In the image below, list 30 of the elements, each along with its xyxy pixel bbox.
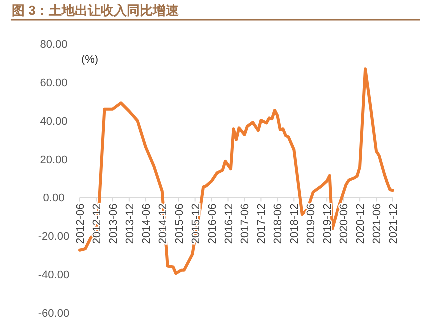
x-tick-label: 2016-06: [206, 204, 219, 244]
x-tick-label: 2021-12: [388, 204, 400, 244]
y-axis-title: (%): [81, 54, 99, 66]
y-tick-label: -40.00: [38, 270, 70, 282]
x-tick-label: 2014-12: [157, 204, 170, 244]
x-tick-label: 2020-06: [338, 204, 351, 244]
x-tick-label: 2017-06: [240, 204, 252, 244]
y-tick-label: 40.00: [40, 116, 68, 128]
y-tick-label: 80.00: [40, 39, 68, 51]
x-tick-label: 2013-06: [108, 204, 120, 244]
x-tick-label: 2019-06: [306, 204, 318, 244]
x-tick-label: 2013-12: [124, 204, 136, 244]
x-tick-label: 2018-06: [272, 204, 285, 244]
x-tick-label: 2017-12: [256, 204, 268, 244]
x-tick-label: 2015-06: [174, 204, 186, 244]
x-tick-label: 2016-12: [223, 204, 236, 244]
x-tick-label: 2019-12: [322, 204, 334, 244]
title: 图 3：土地出让收入同比增速: [12, 3, 179, 18]
x-tick-label: 2014-06: [140, 204, 153, 244]
y-tick-label: 0.00: [43, 192, 65, 205]
x-tick-label: 2012-12: [91, 204, 104, 244]
x-tick-label: 2021-06: [372, 204, 384, 244]
x-tick-label: 2015-12: [190, 204, 202, 244]
y-tick-label: 60.00: [40, 77, 68, 90]
x-tick-label: 2020-12: [355, 204, 368, 244]
y-tick-label: -60.00: [38, 308, 70, 320]
y-tick-label: 20.00: [40, 154, 68, 166]
y-tick-label: -20.00: [38, 231, 70, 244]
x-tick-label: 2018-12: [289, 204, 302, 244]
x-tick-label: 2012-06: [75, 204, 87, 244]
